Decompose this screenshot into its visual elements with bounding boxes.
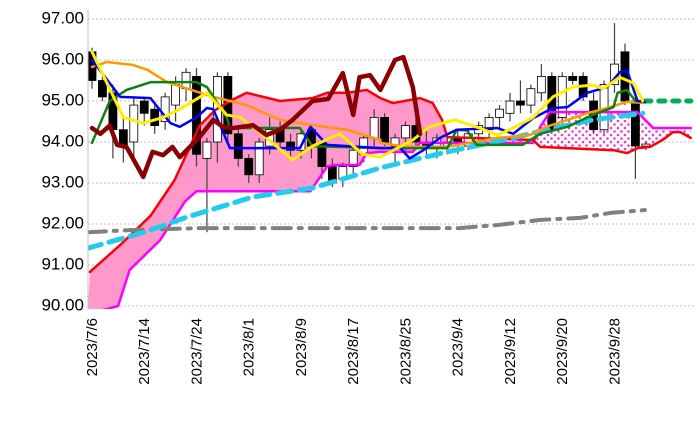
candle-body (296, 133, 306, 151)
candle-body (129, 104, 139, 143)
candle-body (547, 76, 557, 131)
candle (484, 113, 494, 138)
candle-body (484, 117, 494, 131)
candle (568, 72, 578, 85)
candle-body (150, 108, 160, 126)
gridlines (88, 18, 694, 307)
y-tick-label: 94.00 (41, 131, 84, 150)
candle (286, 133, 295, 159)
dark-red-lagging-line (89, 54, 423, 180)
candle-body (557, 76, 567, 118)
candle-body (139, 100, 149, 114)
candle-body (495, 108, 504, 118)
orange-line (90, 60, 647, 149)
candle (348, 146, 358, 175)
candle-body (401, 125, 410, 139)
y-tick-label: 91.00 (41, 254, 84, 273)
candle (233, 125, 243, 167)
candle-body (233, 133, 243, 159)
candle-body (536, 76, 546, 94)
candle-body (526, 88, 536, 106)
candle (139, 96, 149, 126)
candle (516, 80, 525, 114)
magenta-cloud-line (102, 110, 693, 309)
candle (505, 92, 515, 122)
y-tick-label: 90.00 (41, 295, 84, 314)
y-tick-label: 96.00 (41, 49, 84, 68)
blue-line (90, 58, 647, 160)
x-tick-label: 2023/9/12 (502, 318, 519, 385)
candle-body (380, 117, 390, 143)
candle-body (171, 84, 181, 106)
candle-body (244, 157, 254, 176)
candle-body (641, 143, 651, 147)
x-axis-tick-labels: 2023/7/6 2023/7/14 2023/7/24 2023/8/1 2023/8… (84, 318, 624, 385)
candle (181, 68, 191, 101)
x-tick-label: 2023/7/6 (84, 318, 101, 376)
candle (202, 137, 212, 233)
candle (254, 137, 264, 183)
candle (631, 96, 640, 179)
candle (536, 64, 546, 101)
y-tick-label: 92.00 (41, 213, 84, 232)
cloud-fill-solid (88, 89, 448, 309)
candle (160, 92, 170, 130)
candle (118, 117, 128, 163)
candle-body (348, 149, 358, 167)
cyan-dashed-line (88, 110, 646, 251)
candle (557, 72, 567, 126)
y-tick-label: 95.00 (41, 90, 84, 109)
candle-body (202, 141, 212, 159)
green-line (90, 80, 647, 150)
candle (129, 96, 139, 159)
x-tick-label: 2023/9/4 (450, 318, 467, 376)
candle-body (98, 80, 107, 98)
y-tick-label: 93.00 (41, 172, 84, 191)
candle (244, 154, 254, 183)
x-tick-label: 2023/7/14 (136, 318, 153, 385)
gray-dash-dot-line (88, 208, 647, 235)
x-tick-label: 2023/8/1 (241, 318, 258, 376)
x-tick-label: 2023/9/20 (554, 318, 571, 385)
yellow-line (90, 50, 645, 162)
candle-body (369, 117, 379, 139)
x-tick-label: 2023/8/9 (293, 318, 310, 376)
x-tick-label: 2023/8/25 (397, 318, 414, 385)
candle-body (286, 141, 295, 151)
candle (526, 84, 536, 114)
candle-body (254, 141, 264, 176)
red-cloud-line (88, 88, 693, 274)
candle-body (620, 51, 630, 102)
x-tick-label: 2023/9/28 (606, 318, 623, 385)
y-axis-tick-labels: 97.00 96.00 95.00 94.00 93.00 92.00 91.00 90.00 (41, 8, 84, 314)
x-tick-label: 2023/8/17 (345, 318, 362, 385)
indicator-lines (88, 50, 694, 309)
candle (495, 105, 504, 130)
x-tick-label: 2023/7/24 (188, 318, 205, 385)
candle-body (568, 76, 578, 81)
candle (380, 113, 390, 147)
candle-body (631, 100, 640, 147)
candle-body (160, 96, 170, 122)
candle (223, 72, 233, 142)
y-tick-label: 97.00 (41, 8, 84, 27)
candle-body (516, 100, 525, 106)
candle-body (505, 100, 515, 114)
